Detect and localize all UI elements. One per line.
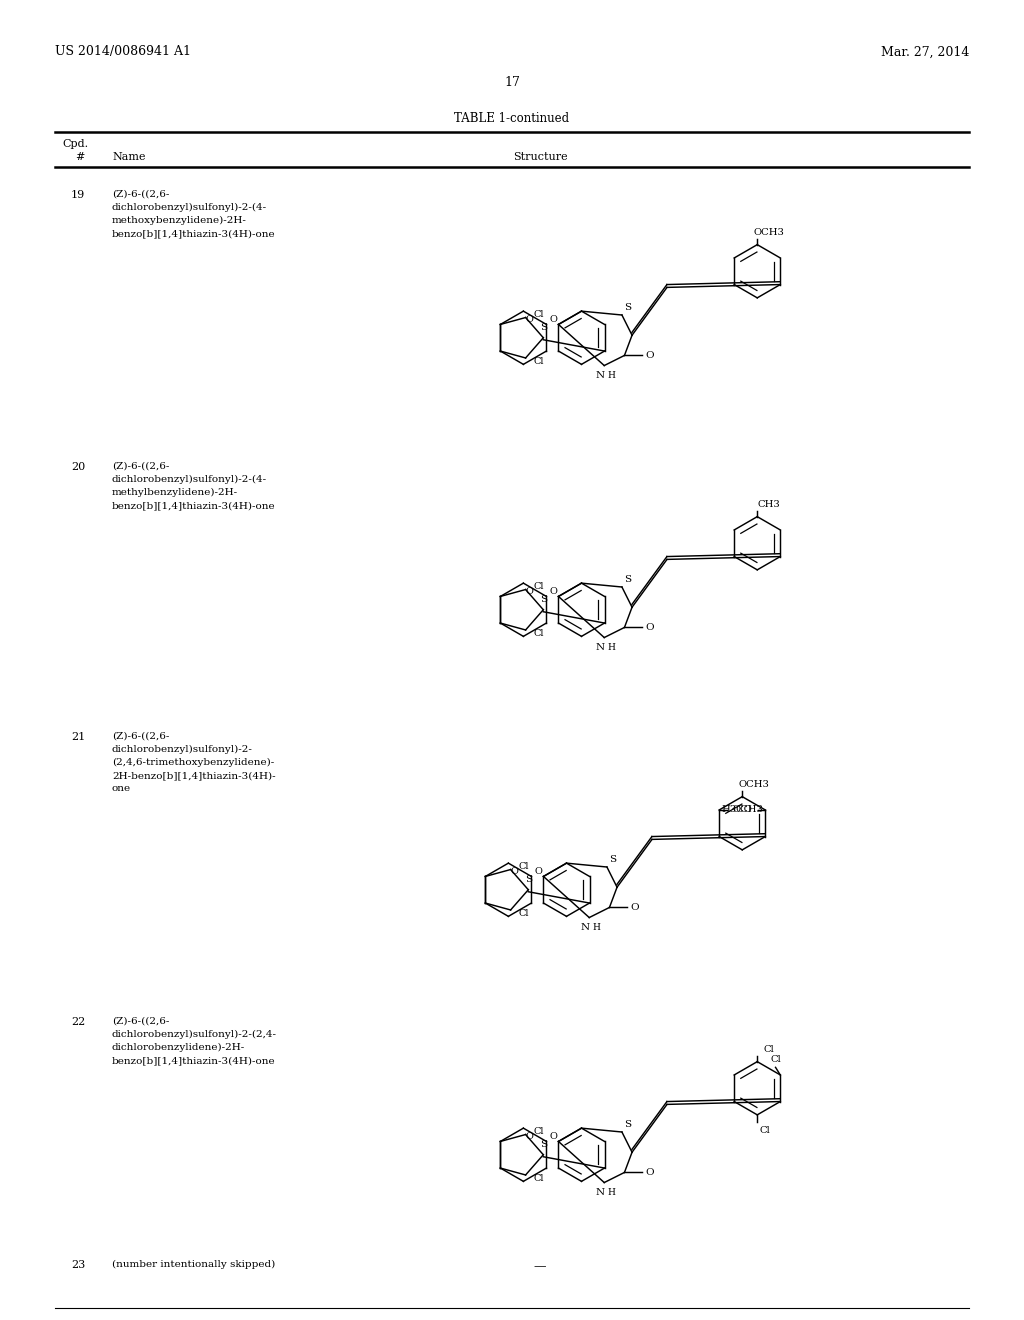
Text: 20: 20	[71, 462, 85, 473]
Text: Name: Name	[112, 152, 145, 162]
Text: H3CO: H3CO	[721, 805, 753, 814]
Text: OCH3: OCH3	[732, 805, 763, 814]
Text: —: —	[534, 1261, 546, 1272]
Text: 21: 21	[71, 733, 85, 742]
Text: O: O	[645, 351, 654, 360]
Text: O: O	[525, 315, 534, 325]
Text: Cl: Cl	[534, 582, 544, 591]
Text: O: O	[645, 1168, 654, 1177]
Text: Cl: Cl	[760, 1126, 770, 1135]
Text: N: N	[596, 643, 605, 652]
Text: S: S	[540, 1140, 547, 1150]
Text: #: #	[75, 152, 84, 162]
Text: N: N	[596, 1188, 605, 1197]
Text: 19: 19	[71, 190, 85, 201]
Text: (Z)-6-((2,6-
dichlorobenzyl)sulfonyl)-2-(4-
methoxybenzylidene)-2H-
benzo[b][1,4: (Z)-6-((2,6- dichlorobenzyl)sulfonyl)-2-…	[112, 190, 275, 238]
Text: O: O	[510, 867, 518, 876]
Text: OCH3: OCH3	[738, 780, 770, 789]
Text: (Z)-6-((2,6-
dichlorobenzyl)sulfonyl)-2-(4-
methylbenzylidene)-2H-
benzo[b][1,4]: (Z)-6-((2,6- dichlorobenzyl)sulfonyl)-2-…	[112, 462, 275, 510]
Text: O: O	[549, 315, 557, 325]
Text: Cl: Cl	[534, 1173, 544, 1183]
Text: OCH3: OCH3	[754, 228, 784, 238]
Text: H: H	[607, 1188, 615, 1197]
Text: O: O	[549, 587, 557, 597]
Text: S: S	[609, 854, 616, 863]
Text: Cl: Cl	[770, 1055, 781, 1064]
Text: S: S	[540, 595, 547, 605]
Text: 22: 22	[71, 1016, 85, 1027]
Text: S: S	[524, 875, 531, 884]
Text: Cl: Cl	[534, 310, 544, 319]
Text: Structure: Structure	[513, 152, 567, 162]
Text: Cl: Cl	[534, 628, 544, 638]
Text: O: O	[645, 623, 654, 632]
Text: Cl: Cl	[534, 1127, 544, 1137]
Text: TABLE 1-continued: TABLE 1-continued	[455, 111, 569, 124]
Text: (Z)-6-((2,6-
dichlorobenzyl)sulfonyl)-2-
(2,4,6-trimethoxybenzylidene)-
2H-benzo: (Z)-6-((2,6- dichlorobenzyl)sulfonyl)-2-…	[112, 733, 275, 793]
Text: N: N	[581, 923, 590, 932]
Text: O: O	[535, 867, 543, 876]
Text: O: O	[549, 1133, 557, 1142]
Text: Cl: Cl	[518, 862, 528, 871]
Text: N: N	[596, 371, 605, 380]
Text: 23: 23	[71, 1261, 85, 1270]
Text: Cl: Cl	[534, 356, 544, 366]
Text: Mar. 27, 2014: Mar. 27, 2014	[881, 45, 969, 58]
Text: O: O	[630, 903, 639, 912]
Text: (number intentionally skipped): (number intentionally skipped)	[112, 1261, 275, 1269]
Text: Cl: Cl	[764, 1045, 774, 1055]
Text: 17: 17	[504, 75, 520, 88]
Text: Cpd.: Cpd.	[62, 139, 88, 149]
Text: O: O	[525, 587, 534, 597]
Text: H: H	[607, 371, 615, 380]
Text: CH3: CH3	[758, 500, 780, 510]
Text: S: S	[625, 1119, 632, 1129]
Text: Cl: Cl	[518, 908, 528, 917]
Text: (Z)-6-((2,6-
dichlorobenzyl)sulfonyl)-2-(2,4-
dichlorobenzylidene)-2H-
benzo[b][: (Z)-6-((2,6- dichlorobenzyl)sulfonyl)-2-…	[112, 1016, 278, 1065]
Text: S: S	[540, 323, 547, 333]
Text: H: H	[607, 643, 615, 652]
Text: US 2014/0086941 A1: US 2014/0086941 A1	[55, 45, 191, 58]
Text: O: O	[525, 1133, 534, 1142]
Text: S: S	[625, 302, 632, 312]
Text: S: S	[625, 574, 632, 583]
Text: H: H	[592, 923, 600, 932]
